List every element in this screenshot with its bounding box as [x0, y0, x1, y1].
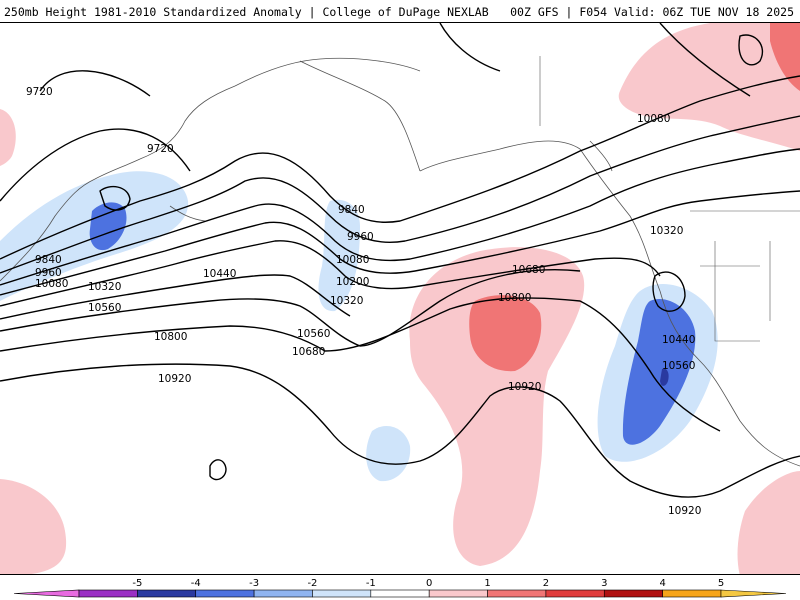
contour-label: 10560	[88, 302, 121, 314]
neg-anomaly-coast-strong	[622, 299, 696, 445]
colorbar-tick-label: -4	[191, 578, 201, 589]
contour-label: 10320	[330, 295, 363, 307]
contour-label: 10800	[154, 331, 187, 343]
colorbar-segment	[312, 589, 372, 598]
colorbar-tick-label: 5	[718, 578, 724, 589]
colorbar-tick-label: 2	[543, 578, 549, 589]
contour-label: 10080	[637, 113, 670, 125]
colorbar-tick-label: 1	[484, 578, 490, 589]
neg-anomaly-south-light	[366, 426, 411, 482]
colorbar-tick-label: -3	[249, 578, 259, 589]
height-contours	[0, 23, 800, 498]
contour-label: 10320	[650, 225, 683, 237]
map-title: 250mb Height 1981-2010 Standardized Anom…	[4, 5, 489, 19]
anomaly-map[interactable]: 9720 9720 9840 9960 10080 10320 10440 10…	[0, 23, 800, 575]
contour-label: 10920	[668, 505, 701, 517]
contour-label: 10800	[498, 292, 531, 304]
pos-anomaly-nw	[0, 109, 16, 166]
colorbar-segment	[603, 589, 663, 598]
colorbar: -5 -4 -3 -2 -1 0 1 2 3 4 5	[0, 575, 800, 600]
colorbar-segment	[662, 589, 722, 598]
neg-anomaly-west-strong	[89, 202, 127, 251]
contour-label: 10440	[203, 268, 236, 280]
contour-label: 10440	[662, 334, 695, 346]
contour-label: 9840	[35, 254, 62, 266]
contour-label: 10560	[297, 328, 330, 340]
model-run-info: 00Z GFS | F054 Valid: 06Z TUE NOV 18 202…	[510, 5, 794, 19]
colorbar-segment	[370, 589, 430, 598]
contour-label: 9960	[35, 267, 62, 279]
pos-anomaly-sw	[0, 479, 67, 574]
colorbar-tick-label: -1	[366, 578, 376, 589]
coastlines	[0, 57, 800, 467]
colorbar-segment	[195, 589, 255, 598]
anomaly-shading	[0, 23, 800, 574]
colorbar-svg: -5 -4 -3 -2 -1 0 1 2 3 4 5	[13, 578, 787, 598]
contour-label: 10560	[662, 360, 695, 372]
colorbar-segments	[13, 589, 787, 598]
colorbar-segment	[253, 589, 313, 598]
colorbar-segment	[487, 589, 547, 598]
contour-label: 9720	[26, 86, 53, 98]
colorbar-tick-label: 0	[426, 578, 432, 589]
contour-label: 9840	[338, 204, 365, 216]
map-panel[interactable]: 9720 9720 9840 9960 10080 10320 10440 10…	[0, 22, 800, 575]
pos-anomaly-ne-light	[618, 23, 800, 151]
contour-label: 10680	[292, 346, 325, 358]
contour-label: 10320	[88, 281, 121, 293]
map-header: 250mb Height 1981-2010 Standardized Anom…	[0, 0, 800, 22]
contour-label: 10080	[336, 254, 369, 266]
colorbar-segment	[428, 589, 488, 598]
colorbar-segment	[545, 589, 605, 598]
pos-anomaly-ne-strong	[770, 23, 800, 91]
contour-label: 10920	[508, 381, 541, 393]
political-borders	[539, 56, 800, 342]
pos-anomaly-central-strong	[469, 295, 542, 372]
colorbar-tick-label: -5	[132, 578, 142, 589]
colorbar-ticks: -5 -4 -3 -2 -1 0 1 2 3 4 5	[132, 578, 724, 589]
contour-label: 10080	[35, 278, 68, 290]
colorbar-max-arrow	[720, 589, 787, 598]
pos-anomaly-central-light	[409, 247, 585, 566]
colorbar-segment	[137, 589, 197, 598]
pos-anomaly-se	[737, 471, 800, 574]
contour-label: 9720	[147, 143, 174, 155]
colorbar-segment	[78, 589, 138, 598]
contour-label: 10920	[158, 373, 191, 385]
colorbar-tick-label: -2	[307, 578, 317, 589]
contour-label: 10680	[512, 264, 545, 276]
contour-labels: 9720 9720 9840 9960 10080 10320 10440 10…	[26, 86, 701, 517]
colorbar-tick-label: 3	[601, 578, 607, 589]
colorbar-tick-label: 4	[659, 578, 665, 589]
neg-anomaly-coast-core	[660, 368, 669, 386]
contour-label: 10200	[336, 276, 369, 288]
colorbar-min-arrow	[13, 589, 80, 598]
contour-label: 9960	[347, 231, 374, 243]
neg-anomaly-mid-light	[318, 199, 360, 312]
